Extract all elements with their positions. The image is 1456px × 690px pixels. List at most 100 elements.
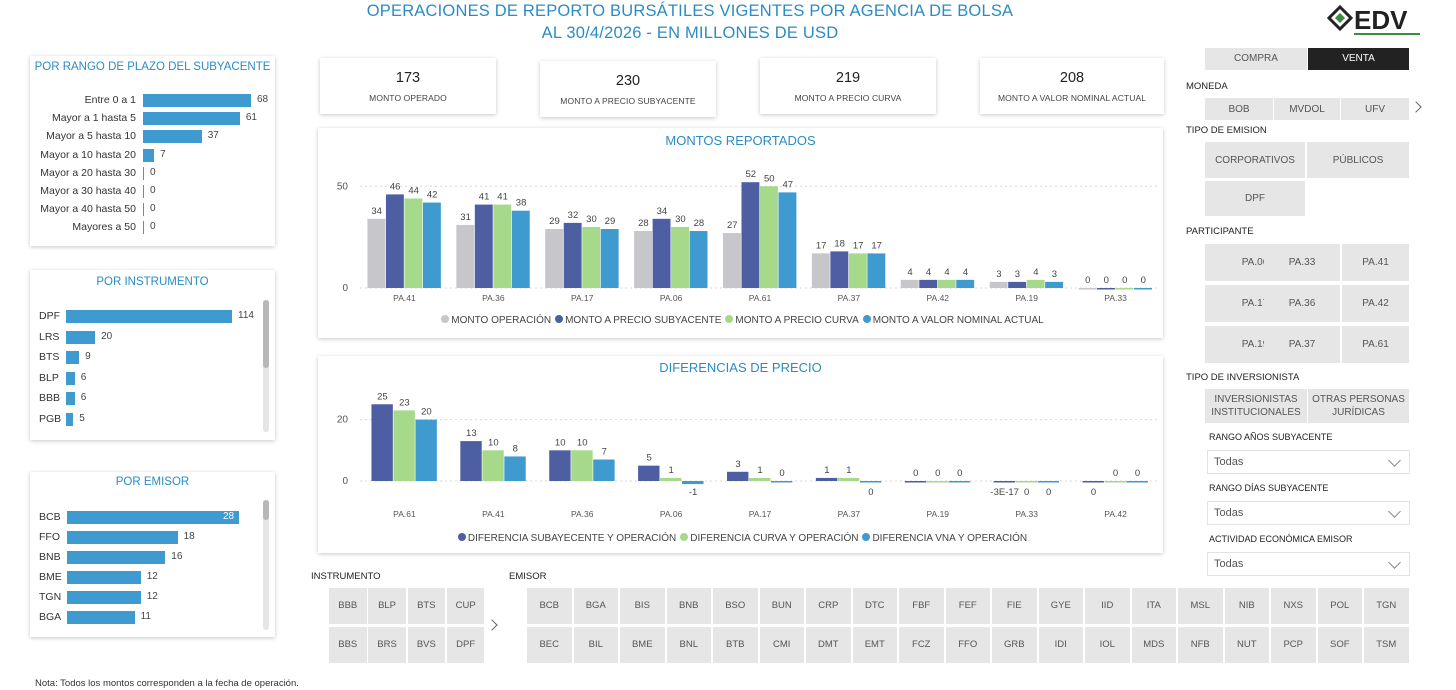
- chart2-title: DIFERENCIAS DE PRECIO: [659, 360, 822, 375]
- emisor-option[interactable]: MDS: [1131, 627, 1176, 663]
- emisor-option[interactable]: BSO: [713, 588, 758, 624]
- moneda-bob[interactable]: BOB: [1205, 98, 1273, 120]
- instrumento-option[interactable]: BBB: [329, 588, 367, 624]
- participante-option[interactable]: PA.61: [1342, 326, 1409, 363]
- instrumento-option[interactable]: BTS: [407, 588, 446, 624]
- emisor-option[interactable]: FEF: [945, 588, 990, 624]
- emisor-option[interactable]: CMI: [759, 627, 804, 663]
- inversionistas-institucionales[interactable]: INVERSIONISTAS INSTITUCIONALES: [1205, 389, 1307, 423]
- emisor-option[interactable]: PCP: [1271, 627, 1316, 663]
- bar-row[interactable]: BLP 6: [30, 370, 270, 388]
- legend-label[interactable]: MONTO A VALOR NOMINAL ACTUAL: [872, 315, 1044, 326]
- rango-anios-dropdown[interactable]: Todas: [1207, 450, 1410, 474]
- instrumento-option[interactable]: BLP: [368, 588, 406, 624]
- emisor-option[interactable]: IOL: [1085, 627, 1130, 663]
- bar-row[interactable]: Mayor a 1 hasta 5 61: [30, 110, 270, 128]
- emisor-option[interactable]: TGN: [1364, 588, 1409, 624]
- emisor-option[interactable]: CRP: [806, 588, 851, 624]
- emisor-scrollbar[interactable]: [263, 500, 269, 630]
- emisor-option[interactable]: FFO: [945, 627, 990, 663]
- bar-row[interactable]: Mayores a 50 0: [30, 219, 270, 237]
- legend-label[interactable]: MONTO A PRECIO CURVA: [735, 315, 859, 326]
- bar-row[interactable]: Entre 0 a 1 68: [30, 92, 270, 110]
- bar-row[interactable]: TGN 12: [30, 589, 270, 607]
- emisor-option[interactable]: DTC: [852, 588, 897, 624]
- emisor-option[interactable]: GYE: [1038, 588, 1083, 624]
- emisor-option[interactable]: FCZ: [899, 627, 944, 663]
- legend-label[interactable]: DIFERENCIA CURVA Y OPERACIÓN: [690, 533, 859, 544]
- emisor-option[interactable]: MSL: [1178, 588, 1223, 624]
- venta-toggle[interactable]: VENTA: [1308, 48, 1409, 70]
- bar-row[interactable]: Mayor a 30 hasta 40 0: [30, 183, 270, 201]
- bar-row[interactable]: BTS 9: [30, 349, 270, 367]
- emisor-option[interactable]: EMT: [852, 627, 897, 663]
- bar-row[interactable]: Mayor a 40 hasta 50 0: [30, 201, 270, 219]
- bar-row[interactable]: LRS 20: [30, 329, 270, 347]
- chevron-right-icon[interactable]: [1410, 101, 1422, 113]
- emisor-option[interactable]: GRB: [992, 627, 1037, 663]
- instrumento-option[interactable]: BBS: [329, 627, 367, 663]
- legend-label[interactable]: MONTO A PRECIO SUBYACENTE: [565, 315, 722, 326]
- instrumento-scroll-thumb[interactable]: [263, 300, 269, 368]
- instrumento-scrollbar[interactable]: [263, 300, 269, 432]
- emisor-option[interactable]: SOF: [1317, 627, 1362, 663]
- emisor-option[interactable]: BME: [620, 627, 665, 663]
- emisor-option[interactable]: BCB: [527, 588, 572, 624]
- bar-row[interactable]: DPF 114: [30, 308, 270, 326]
- emisor-option[interactable]: ITA: [1131, 588, 1176, 624]
- emision-publicos[interactable]: PÚBLICOS: [1307, 142, 1409, 178]
- bar-row[interactable]: PGB 5: [30, 411, 270, 429]
- emisor-option[interactable]: NFB: [1178, 627, 1223, 663]
- emisor-option[interactable]: DMT: [806, 627, 851, 663]
- bar-row[interactable]: BBB 6: [30, 390, 270, 408]
- participante-option[interactable]: PA.37: [1264, 326, 1340, 363]
- emisor-option[interactable]: BNL: [666, 627, 711, 663]
- moneda-mvdol[interactable]: MVDOL: [1274, 98, 1340, 120]
- legend-label[interactable]: MONTO OPERACIÓN: [451, 315, 552, 326]
- bar-row[interactable]: Mayor a 20 hasta 30 0: [30, 165, 270, 183]
- instrumento-option[interactable]: DPF: [446, 627, 485, 663]
- participante-option[interactable]: PA.36: [1264, 285, 1340, 322]
- participante-option[interactable]: PA.42: [1342, 285, 1409, 322]
- emisor-scroll-thumb[interactable]: [263, 500, 269, 520]
- chevron-right-icon[interactable]: [486, 619, 498, 631]
- emisor-option[interactable]: BNB: [666, 588, 711, 624]
- emisor-option[interactable]: BEC: [527, 627, 572, 663]
- emisor-option[interactable]: FBF: [899, 588, 944, 624]
- bar-row[interactable]: BGA 11: [30, 609, 270, 627]
- emisor-option[interactable]: POL: [1317, 588, 1362, 624]
- emisor-option[interactable]: NXS: [1271, 588, 1316, 624]
- emisor-option[interactable]: BUN: [759, 588, 804, 624]
- moneda-ufv[interactable]: UFV: [1341, 98, 1409, 120]
- bar-row[interactable]: Mayor a 10 hasta 20 7: [30, 147, 270, 165]
- bar-row[interactable]: BME 12: [30, 569, 270, 587]
- participante-option[interactable]: PA.41: [1342, 244, 1409, 281]
- rango-dias-dropdown[interactable]: Todas: [1207, 501, 1410, 525]
- emisor-option[interactable]: NIB: [1224, 588, 1269, 624]
- emisor-option[interactable]: IDI: [1038, 627, 1083, 663]
- compra-toggle[interactable]: COMPRA: [1205, 48, 1307, 70]
- otras-personas-juridicas[interactable]: OTRAS PERSONAS JURÍDICAS: [1308, 389, 1409, 423]
- bar-row[interactable]: Mayor a 5 hasta 10 37: [30, 128, 270, 146]
- emisor-option[interactable]: BIS: [620, 588, 665, 624]
- x-tick-label: PA.36: [571, 509, 594, 519]
- instrumento-option[interactable]: BRS: [368, 627, 406, 663]
- emisor-option[interactable]: BTB: [713, 627, 758, 663]
- emision-corporativos[interactable]: CORPORATIVOS: [1205, 142, 1305, 178]
- bar-row[interactable]: FFO 18: [30, 529, 270, 547]
- instrumento-option[interactable]: CUP: [446, 588, 485, 624]
- emisor-option[interactable]: BGA: [573, 588, 618, 624]
- emisor-option[interactable]: FIE: [992, 588, 1037, 624]
- emisor-option[interactable]: NUT: [1224, 627, 1269, 663]
- actividad-dropdown[interactable]: Todas: [1207, 552, 1410, 576]
- emision-dpf[interactable]: DPF: [1205, 181, 1305, 216]
- instrumento-option[interactable]: BVS: [407, 627, 446, 663]
- participante-option[interactable]: PA.33: [1264, 244, 1340, 281]
- legend-label[interactable]: DIFERENCIA SUBAYECENTE Y OPERACIÓN: [467, 533, 677, 544]
- emisor-option[interactable]: BIL: [573, 627, 618, 663]
- bar-row[interactable]: BNB 16: [30, 549, 270, 567]
- legend-label[interactable]: DIFERENCIA VNA Y OPERACIÓN: [872, 533, 1028, 544]
- emisor-option[interactable]: TSM: [1364, 627, 1409, 663]
- emisor-option[interactable]: IID: [1085, 588, 1130, 624]
- bar-row[interactable]: BCB 28: [30, 509, 270, 527]
